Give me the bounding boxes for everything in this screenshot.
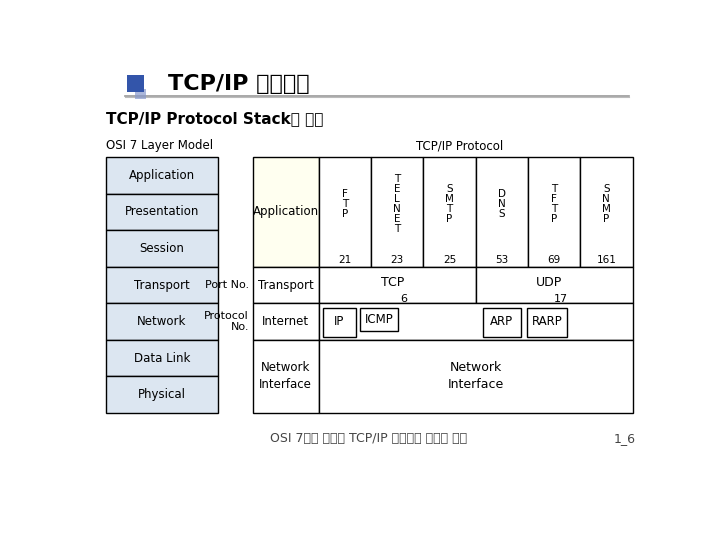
Text: Transport: Transport — [134, 279, 189, 292]
Text: Port No.: Port No. — [204, 280, 249, 290]
Bar — [580, 157, 632, 267]
Bar — [253, 267, 319, 303]
Bar — [476, 157, 528, 267]
Text: D
N
S: D N S — [498, 190, 505, 219]
Text: 161: 161 — [596, 255, 616, 265]
Text: Presentation: Presentation — [125, 206, 199, 219]
Text: RARP: RARP — [531, 315, 562, 328]
Bar — [483, 308, 521, 337]
Text: Application: Application — [253, 206, 319, 219]
Text: 69: 69 — [547, 255, 561, 265]
Text: Physical: Physical — [138, 388, 186, 401]
Text: 25: 25 — [443, 255, 456, 265]
Bar — [253, 157, 319, 267]
Text: OSI 7계층 모델과 TCP/IP 프로토콜 모델의 비교: OSI 7계층 모델과 TCP/IP 프로토콜 모델의 비교 — [271, 432, 467, 445]
Bar — [423, 157, 476, 267]
Bar — [106, 230, 218, 267]
Text: Network
Interface: Network Interface — [259, 361, 312, 392]
Bar — [106, 267, 218, 303]
Bar — [253, 340, 319, 413]
Text: T
F
T
P: T F T P — [551, 184, 557, 224]
Text: Session: Session — [139, 242, 184, 255]
Bar — [127, 75, 144, 92]
Text: OSI 7 Layer Model: OSI 7 Layer Model — [106, 139, 212, 152]
Bar — [527, 308, 567, 337]
Bar — [319, 340, 632, 413]
Bar — [528, 157, 580, 267]
Text: S
M
T
P: S M T P — [445, 184, 454, 224]
Bar — [371, 157, 423, 267]
Text: Data Link: Data Link — [133, 352, 190, 365]
Text: 17: 17 — [554, 294, 568, 305]
Bar — [135, 89, 145, 99]
Text: Network: Network — [137, 315, 186, 328]
Text: 6: 6 — [400, 294, 407, 305]
Text: TCP/IP Protocol Stack별 기능: TCP/IP Protocol Stack별 기능 — [106, 111, 323, 126]
Text: UDP: UDP — [536, 276, 562, 289]
Bar — [106, 194, 218, 230]
Text: T
E
L
N
E
T: T E L N E T — [393, 174, 401, 234]
Bar — [106, 157, 218, 194]
Text: Internet: Internet — [262, 315, 310, 328]
Text: F
T
P: F T P — [342, 190, 348, 219]
Bar — [319, 267, 476, 303]
Text: Network
Interface: Network Interface — [447, 361, 504, 392]
Bar — [476, 267, 632, 303]
Text: TCP: TCP — [381, 276, 404, 289]
Text: ICMP: ICMP — [365, 313, 393, 326]
Bar — [106, 303, 218, 340]
Text: TCP/IP 프로토콜: TCP/IP 프로토콜 — [168, 74, 309, 94]
Text: Application: Application — [129, 169, 194, 182]
Bar — [360, 308, 398, 330]
Text: 53: 53 — [495, 255, 508, 265]
Bar — [106, 340, 218, 376]
Bar — [253, 303, 319, 340]
Bar — [319, 303, 632, 340]
Bar — [106, 376, 218, 413]
Bar — [323, 308, 356, 337]
Text: Transport: Transport — [258, 279, 314, 292]
Text: TCP/IP Protocol: TCP/IP Protocol — [415, 139, 503, 152]
Text: 1_6: 1_6 — [613, 432, 636, 445]
Text: 23: 23 — [390, 255, 404, 265]
Text: S
N
M
P: S N M P — [602, 184, 611, 224]
Text: Protocol
No.: Protocol No. — [204, 310, 249, 332]
Bar — [319, 157, 371, 267]
Text: 21: 21 — [338, 255, 351, 265]
Text: IP: IP — [334, 315, 345, 328]
Text: ARP: ARP — [490, 315, 513, 328]
